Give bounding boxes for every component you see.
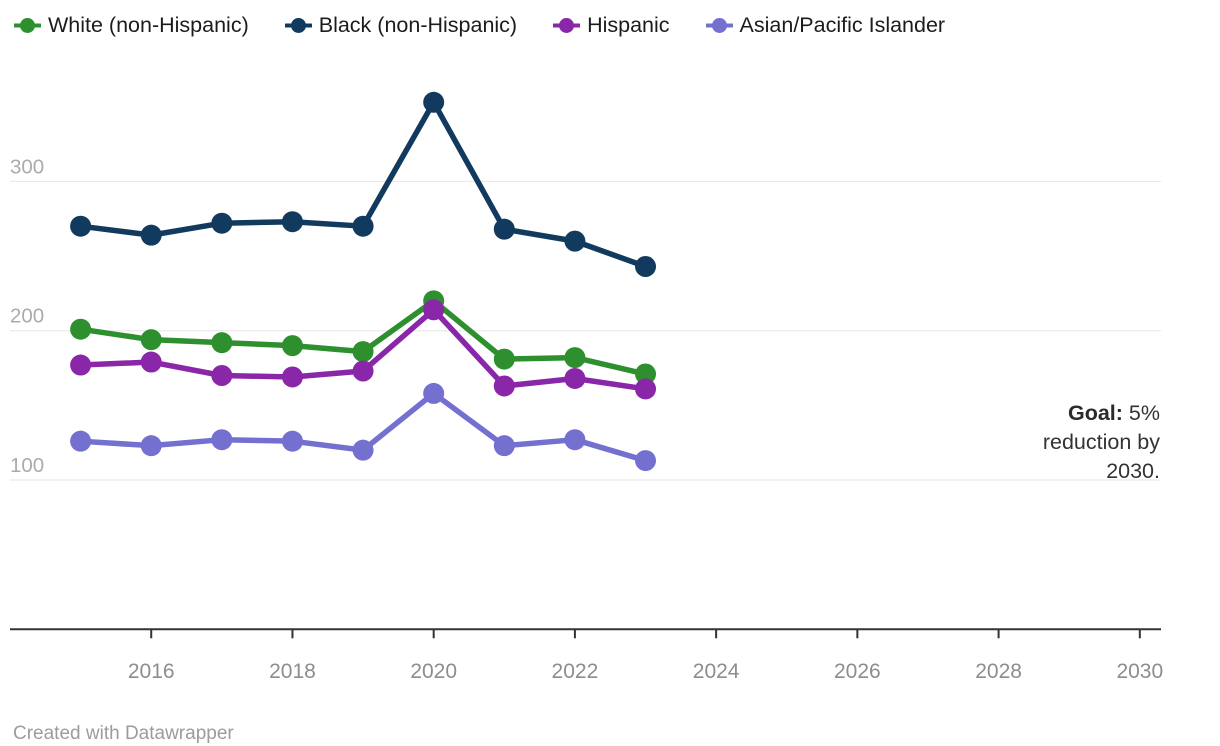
data-point-asian-pacific-islander-2019[interactable] — [352, 439, 374, 461]
legend-line-dot-icon — [14, 18, 41, 34]
data-point-hispanic-2016[interactable] — [140, 351, 162, 373]
data-point-asian-pacific-islander-2020[interactable] — [423, 382, 445, 404]
data-point-hispanic-2019[interactable] — [352, 360, 374, 382]
x-tick-label-2028: 2028 — [975, 660, 1022, 683]
data-point-black-non-hispanic-2019[interactable] — [352, 215, 374, 237]
goal-annotation-bold: Goal: — [1067, 401, 1123, 425]
legend-item-asian-pacific-islander: Asian/Pacific Islander — [705, 13, 946, 37]
data-point-white-non-hispanic-2023[interactable] — [635, 363, 657, 385]
x-tick-label-2020: 2020 — [410, 660, 457, 683]
data-point-white-non-hispanic-2015[interactable] — [70, 318, 92, 340]
legend-line-dot-icon — [284, 18, 312, 34]
y-tick-label-200: 200 — [10, 305, 44, 328]
y-tick-label-300: 300 — [10, 155, 44, 178]
data-point-hispanic-2015[interactable] — [70, 354, 92, 376]
legend-item-white-non-hispanic: White (non-Hispanic) — [14, 13, 249, 37]
data-point-white-non-hispanic-2022[interactable] — [564, 347, 586, 369]
data-point-hispanic-2021[interactable] — [493, 375, 515, 397]
data-point-black-non-hispanic-2016[interactable] — [140, 224, 162, 246]
data-point-asian-pacific-islander-2018[interactable] — [281, 430, 303, 452]
legend-item-black-non-hispanic: Black (non-Hispanic) — [284, 13, 518, 37]
data-point-black-non-hispanic-2018[interactable] — [281, 211, 303, 233]
legend-line-dot-icon — [705, 18, 733, 34]
goal-annotation: Goal: 5% reduction by 2030. — [1018, 399, 1160, 486]
x-tick-label-2018: 2018 — [269, 660, 316, 683]
data-point-black-non-hispanic-2023[interactable] — [635, 256, 657, 278]
data-point-asian-pacific-islander-2017[interactable] — [211, 429, 233, 451]
data-point-asian-pacific-islander-2016[interactable] — [140, 435, 162, 457]
series-line-black-non-hispanic — [77, 99, 649, 270]
data-point-white-non-hispanic-2016[interactable] — [140, 329, 162, 351]
y-tick-label-100: 100 — [10, 454, 44, 477]
legend-label: Asian/Pacific Islander — [739, 13, 946, 37]
data-point-white-non-hispanic-2021[interactable] — [493, 348, 515, 370]
data-point-hispanic-2018[interactable] — [281, 366, 303, 388]
data-point-white-non-hispanic-2017[interactable] — [211, 332, 233, 354]
data-point-hispanic-2017[interactable] — [211, 364, 233, 386]
data-point-asian-pacific-islander-2023[interactable] — [635, 450, 657, 472]
data-point-black-non-hispanic-2015[interactable] — [70, 215, 92, 237]
data-point-asian-pacific-islander-2015[interactable] — [70, 430, 92, 452]
legend-line-dot-icon — [553, 18, 581, 34]
legend-item-hispanic: Hispanic — [553, 13, 670, 37]
data-point-black-non-hispanic-2020[interactable] — [423, 91, 445, 113]
data-point-black-non-hispanic-2021[interactable] — [493, 218, 515, 240]
data-point-black-non-hispanic-2017[interactable] — [211, 212, 233, 234]
x-tick-label-2030: 2030 — [1116, 660, 1163, 683]
x-tick-label-2022: 2022 — [552, 660, 599, 683]
x-tick-label-2024: 2024 — [693, 660, 740, 683]
data-point-black-non-hispanic-2022[interactable] — [564, 230, 586, 252]
legend-label: Hispanic — [587, 13, 670, 37]
data-point-asian-pacific-islander-2022[interactable] — [564, 429, 586, 451]
data-point-white-non-hispanic-2019[interactable] — [352, 341, 374, 363]
data-point-hispanic-2022[interactable] — [564, 367, 586, 389]
legend-label: White (non-Hispanic) — [48, 13, 249, 37]
x-tick-label-2026: 2026 — [834, 660, 881, 683]
legend-label: Black (non-Hispanic) — [318, 13, 518, 37]
data-point-hispanic-2020[interactable] — [423, 299, 445, 321]
x-tick-label-2016: 2016 — [128, 660, 175, 683]
data-point-hispanic-2023[interactable] — [635, 378, 657, 400]
goal-annotation-text: 5% reduction by 2030. — [1042, 401, 1160, 483]
datawrapper-attribution-link[interactable]: Created with Datawrapper — [13, 723, 234, 744]
data-point-asian-pacific-islander-2021[interactable] — [493, 435, 515, 457]
chart-legend: White (non-Hispanic) Black (non-Hispanic)… — [14, 13, 946, 37]
data-point-white-non-hispanic-2018[interactable] — [281, 335, 303, 357]
